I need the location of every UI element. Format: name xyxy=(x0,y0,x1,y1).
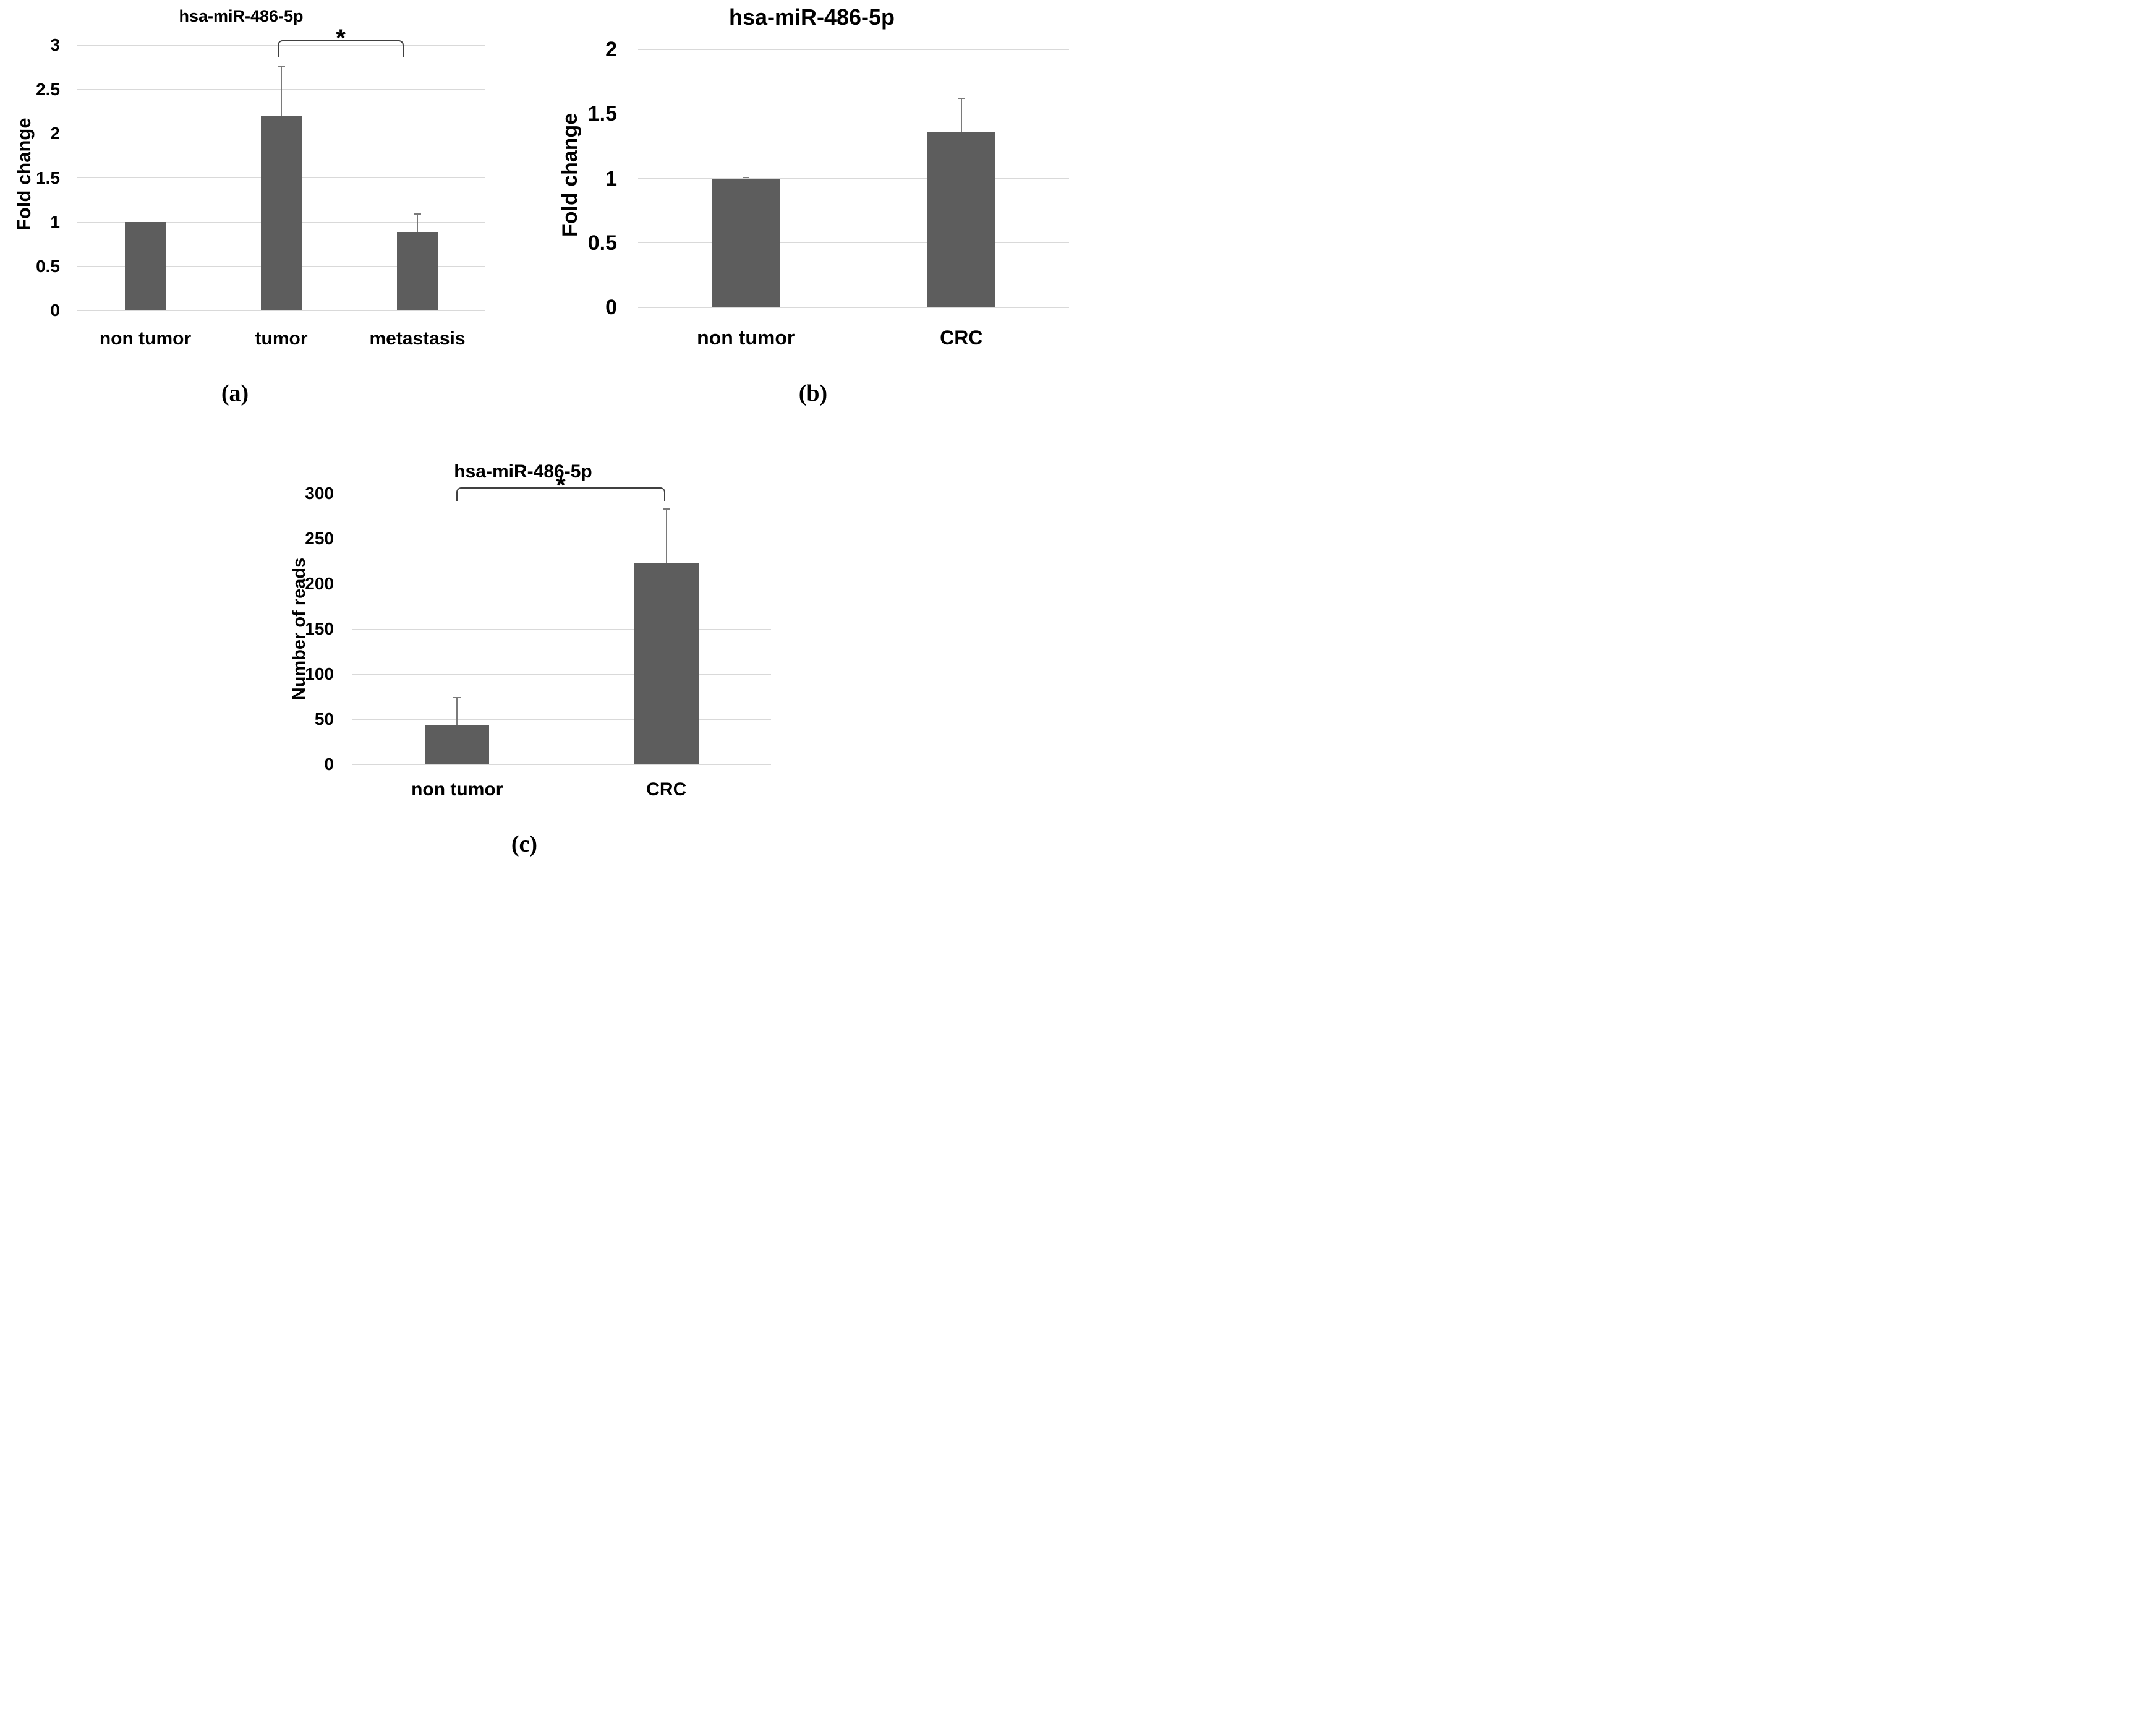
y-tick-label: 0.5 xyxy=(36,256,60,276)
gridline xyxy=(638,307,1069,308)
bar-tumor xyxy=(260,116,302,310)
error-bar xyxy=(456,697,458,725)
gridline xyxy=(77,310,485,311)
y-tick-label: 250 xyxy=(305,529,334,548)
error-bar-cap xyxy=(743,177,749,179)
y-tick-label: 50 xyxy=(314,709,334,729)
x-tick-label: non tumor xyxy=(411,779,503,800)
significance-bracket xyxy=(456,487,665,501)
y-tick-label: 2 xyxy=(50,124,60,143)
gridline xyxy=(352,628,771,630)
error-bar-cap xyxy=(662,508,670,510)
error-bar-cap xyxy=(414,213,421,215)
bar-CRC xyxy=(634,563,699,764)
gridline xyxy=(77,45,485,46)
gridline xyxy=(638,178,1069,179)
y-tick-label: 3 xyxy=(50,35,60,54)
gridline xyxy=(638,49,1069,50)
error-bar-cap xyxy=(278,66,285,67)
panel-label-a: (a) xyxy=(221,380,249,406)
chart-title: hsa-miR-486-5p xyxy=(454,461,592,482)
gridline xyxy=(352,764,771,765)
y-tick-label: 0 xyxy=(605,296,617,319)
x-tick-label: non tumor xyxy=(697,327,795,349)
gridline xyxy=(352,719,771,720)
panel-label-b: (b) xyxy=(798,380,828,406)
significance-bracket xyxy=(278,40,404,57)
bar-metastasis xyxy=(396,231,438,310)
chart-title: hsa-miR-486-5p xyxy=(179,7,304,25)
bar-non-tumor xyxy=(712,178,780,307)
x-tick-label: CRC xyxy=(940,327,983,349)
x-tick-label: tumor xyxy=(255,328,308,349)
error-bar xyxy=(960,98,962,132)
y-tick-label: 2.5 xyxy=(36,79,60,99)
bar-non-tumor xyxy=(124,222,166,310)
gridline xyxy=(638,242,1069,244)
significance-star: * xyxy=(556,472,566,499)
figure-page: hsa-miR-486-5p Fold change (a) 0 0.5 1 1.5 2… xyxy=(0,0,1078,862)
chart-panel-b: hsa-miR-486-5p Fold change (b) 0 0.5 1 1.5 2… xyxy=(544,0,1078,408)
y-tick-label: 200 xyxy=(305,574,334,593)
bar-CRC xyxy=(927,132,995,307)
y-tick-label: 0 xyxy=(50,301,60,320)
y-tick-label: 1.5 xyxy=(587,102,617,126)
y-tick-label: 2 xyxy=(605,38,617,61)
gridline xyxy=(352,673,771,675)
y-tick-label: 300 xyxy=(305,484,334,503)
error-bar-cap xyxy=(453,696,461,698)
x-tick-label: CRC xyxy=(646,779,687,800)
error-bar xyxy=(417,214,418,232)
bar-non-tumor xyxy=(425,724,490,764)
x-tick-label: metastasis xyxy=(369,328,466,349)
y-tick-label: 0 xyxy=(324,755,334,774)
panel-label-c: (c) xyxy=(511,831,538,857)
chart-panel-c: hsa-miR-486-5p Number of reads (c) 0 50 10… xyxy=(260,433,816,862)
error-bar xyxy=(665,508,667,563)
y-tick-label: 150 xyxy=(305,619,334,638)
error-bar xyxy=(281,66,282,116)
y-tick-label: 0.5 xyxy=(587,231,617,255)
chart-panel-a: hsa-miR-486-5p Fold change (a) 0 0.5 1 1.5 2… xyxy=(0,0,504,408)
significance-star: * xyxy=(336,25,346,52)
chart-title: hsa-miR-486-5p xyxy=(728,4,895,30)
y-tick-label: 1 xyxy=(605,166,617,190)
x-tick-label: non tumor xyxy=(99,328,192,349)
y-tick-label: 1.5 xyxy=(36,168,60,187)
error-bar-cap xyxy=(957,98,965,100)
y-tick-label: 100 xyxy=(305,664,334,683)
y-tick-label: 1 xyxy=(50,212,60,231)
